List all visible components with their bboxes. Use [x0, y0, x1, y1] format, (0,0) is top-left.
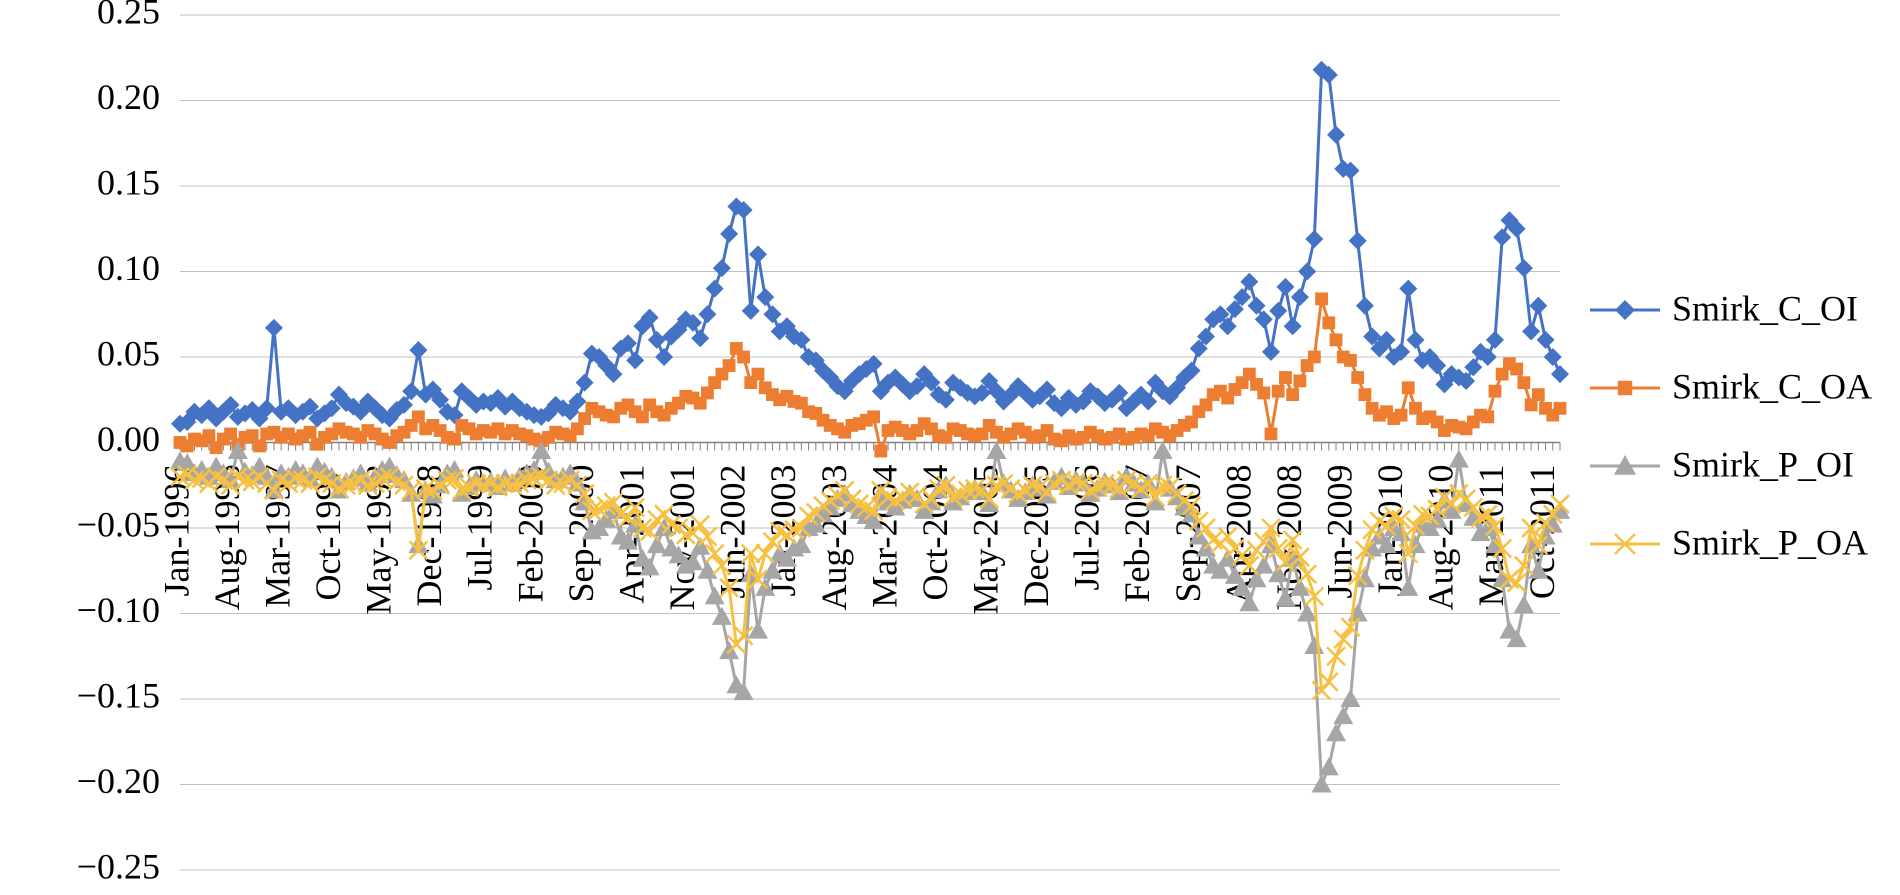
y-tick-label: −0.10	[77, 590, 160, 630]
y-tick-label: −0.25	[77, 846, 160, 886]
y-tick-label: 0.25	[97, 0, 160, 31]
legend-item: Smirk_P_OI	[1590, 444, 1854, 484]
y-tick-label: −0.20	[77, 761, 160, 801]
y-tick-label: −0.05	[77, 504, 160, 544]
legend-label: Smirk_C_OA	[1672, 366, 1872, 406]
legend-label: Smirk_P_OI	[1672, 444, 1854, 484]
legend-item: Smirk_P_OA	[1590, 522, 1868, 562]
y-tick-label: 0.15	[97, 162, 160, 202]
legend-item: Smirk_C_OI	[1590, 288, 1858, 328]
y-tick-label: 0.10	[97, 248, 160, 288]
chart-svg: 0.25 0.20 0.15 0.10 0.05 0.00 −0.05 −0.10 −0.15 −…	[0, 0, 1900, 895]
smirk-chart: 0.25 0.20 0.15 0.10 0.05 0.00 −0.05 −0.10 −0.15 −…	[0, 0, 1900, 895]
y-tick-label: −0.15	[77, 675, 160, 715]
y-tick-label: 0.20	[97, 77, 160, 117]
legend-label: Smirk_C_OI	[1672, 288, 1858, 328]
y-tick-label: 0.05	[97, 333, 160, 373]
legend-label: Smirk_P_OA	[1672, 522, 1868, 562]
series-s2	[174, 292, 1567, 457]
legend-item: Smirk_C_OA	[1590, 366, 1872, 406]
y-tick-label: 0.00	[97, 419, 160, 459]
